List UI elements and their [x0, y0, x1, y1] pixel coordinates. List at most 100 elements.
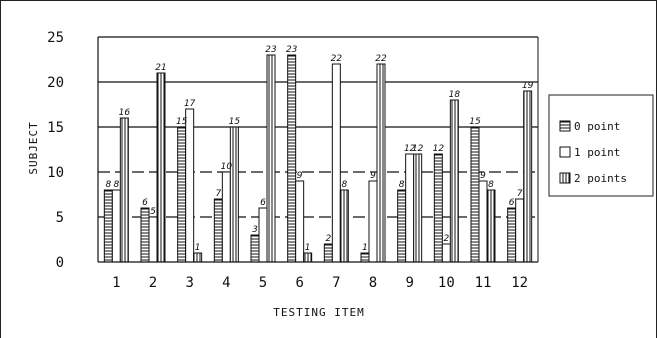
bar-series1-item2 — [148, 216, 158, 263]
data-label: 5 — [150, 207, 156, 217]
data-label: 1 — [362, 243, 368, 253]
bar-series0-item1 — [103, 189, 113, 263]
bar-series0-item5 — [250, 234, 260, 263]
bar-series2-item10 — [449, 99, 459, 263]
x-tick-label: 12 — [511, 275, 528, 291]
data-label: 6 — [509, 198, 515, 208]
x-tick-label: 4 — [222, 275, 230, 291]
data-label: 22 — [375, 54, 387, 64]
bar-series0-item6 — [287, 54, 297, 263]
bar-series2-item8 — [376, 63, 386, 263]
data-label: 16 — [119, 108, 131, 118]
bar-series0-item12 — [507, 207, 517, 263]
data-label: 6 — [260, 198, 266, 208]
bar-series0-item11 — [470, 126, 480, 263]
bar-series1-item9 — [405, 153, 415, 263]
bar-series0-item2 — [140, 207, 150, 263]
data-label: 7 — [215, 189, 221, 199]
legend-swatch-2 — [559, 172, 571, 184]
data-label: 18 — [449, 90, 461, 100]
data-label: 17 — [184, 99, 196, 109]
data-label: 3 — [252, 225, 258, 235]
bar-series1-item6 — [295, 180, 305, 263]
legend-label-2: 2 points — [574, 172, 627, 185]
y-tick-label: 5 — [56, 210, 64, 226]
legend-swatch-0 — [559, 120, 571, 132]
data-label: 9 — [480, 171, 486, 181]
bar-series2-item3 — [193, 252, 203, 263]
bar-series0-item10 — [433, 153, 443, 263]
bar-series1-item4 — [221, 171, 231, 263]
bar-series1-item7 — [331, 63, 341, 263]
x-tick-label: 7 — [332, 275, 340, 291]
data-label: 8 — [113, 180, 119, 190]
data-label: 1 — [305, 243, 311, 253]
bars — [103, 54, 533, 263]
data-label: 8 — [105, 180, 111, 190]
legend-swatch-1 — [559, 146, 571, 158]
x-tick-label: 11 — [475, 275, 492, 291]
bar-series1-item1 — [111, 189, 121, 263]
data-label: 15 — [176, 117, 188, 127]
data-label: 6 — [142, 198, 148, 208]
data-label: 8 — [341, 180, 347, 190]
y-tick-label: 0 — [56, 255, 64, 271]
bar-series0-item8 — [360, 252, 370, 263]
bar-series1-item5 — [258, 207, 268, 263]
legend-label-1: 1 point — [574, 146, 620, 159]
bar-series2-item6 — [303, 252, 313, 263]
y-tick-label: 10 — [47, 165, 64, 181]
y-tick-label: 15 — [47, 120, 64, 136]
data-label: 12 — [404, 144, 416, 154]
y-axis-label: SUBJECT — [27, 121, 40, 174]
data-label: 23 — [265, 45, 277, 55]
bar-series2-item12 — [523, 90, 533, 263]
data-label: 15 — [469, 117, 481, 127]
y-tick-label: 20 — [47, 75, 64, 91]
data-label: 23 — [286, 45, 298, 55]
legend-label-0: 0 point — [574, 120, 620, 133]
bar-series1-item12 — [515, 198, 525, 263]
data-label: 19 — [522, 81, 534, 91]
x-tick-label: 1 — [112, 275, 120, 291]
bar-series2-item9 — [413, 153, 423, 263]
data-label: 12 — [412, 144, 424, 154]
data-label: 7 — [517, 189, 523, 199]
x-tick-label: 10 — [438, 275, 455, 291]
x-tick-label: 2 — [149, 275, 157, 291]
data-label: 8 — [488, 180, 494, 190]
bar-series2-item7 — [339, 189, 349, 263]
data-label: 22 — [331, 54, 343, 64]
data-label: 12 — [433, 144, 445, 154]
data-label: 9 — [297, 171, 303, 181]
bar-series2-item4 — [229, 126, 239, 263]
x-tick-label: 5 — [259, 275, 267, 291]
data-label: 10 — [221, 162, 233, 172]
x-tick-label: 8 — [369, 275, 377, 291]
bar-series2-item2 — [156, 72, 166, 263]
data-label: 2 — [443, 234, 449, 244]
x-tick-label: 9 — [405, 275, 413, 291]
bar-series2-item5 — [266, 54, 276, 263]
bar-series0-item7 — [323, 243, 333, 263]
bar-series0-item4 — [213, 198, 223, 263]
data-label: 15 — [229, 117, 241, 127]
x-tick-label: 3 — [185, 275, 193, 291]
bar-series2-item1 — [119, 117, 129, 263]
data-label: 9 — [370, 171, 376, 181]
data-label: 21 — [155, 63, 166, 73]
bar-series2-item11 — [486, 189, 496, 263]
bar-series1-item10 — [441, 243, 451, 263]
x-tick-label: 6 — [295, 275, 303, 291]
data-label: 1 — [195, 243, 201, 253]
y-tick-label: 25 — [47, 30, 64, 46]
bar-series0-item9 — [397, 189, 407, 263]
bar-series1-item8 — [368, 180, 378, 263]
data-label: 2 — [325, 234, 331, 244]
bar-series0-item3 — [177, 126, 187, 263]
gridlines — [98, 36, 538, 218]
